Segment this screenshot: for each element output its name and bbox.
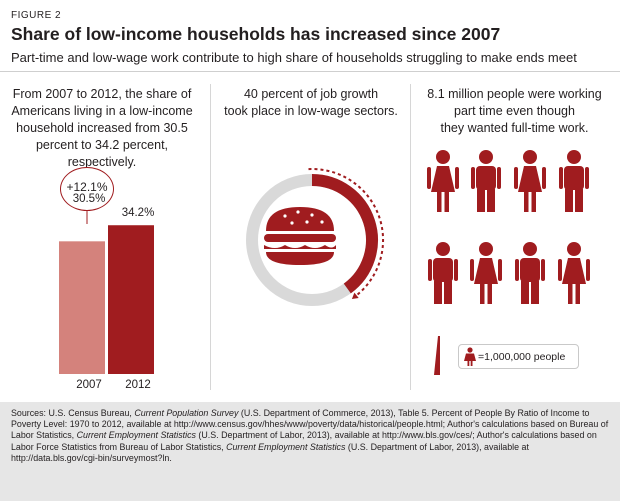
woman-icon	[470, 242, 502, 304]
woman-icon	[427, 150, 459, 212]
panel-divider-1	[210, 84, 211, 390]
hamburger-icon	[264, 207, 336, 265]
sources-italic: Current Employment Statistics	[76, 430, 196, 441]
sources-italic: Current Employment Statistics	[226, 441, 346, 452]
figure-label: FIGURE 2	[11, 10, 62, 21]
header-divider	[0, 71, 620, 72]
chart-title: Share of low-income households has incre…	[11, 24, 501, 44]
panel1-text-line: Americans living in a low-income	[11, 104, 193, 118]
panel2-text-line: 40 percent of job growth	[243, 87, 379, 101]
panel3-text-line: part time even though	[454, 104, 575, 118]
bar-category-2012: 2012	[125, 379, 151, 391]
panel3-text-line: 8.1 million people were working	[427, 87, 602, 101]
sources-text: (U.S. Department of Commerce, 2013), Tab…	[11, 408, 609, 441]
change-circle	[60, 167, 114, 211]
legend-label: =1,000,000 people	[478, 351, 566, 363]
panel2-text-line: took place in low-wage sectors.	[224, 104, 398, 118]
panel-divider-2	[410, 84, 411, 390]
sources-italic: Current Population Survey	[134, 408, 239, 418]
man-icon	[515, 242, 545, 304]
man-icon	[471, 150, 501, 212]
partial-person-icon	[434, 336, 440, 375]
man-icon	[428, 242, 458, 304]
man-icon	[559, 150, 589, 212]
panel1-text-line: percent to 34.2 percent, respectively.	[35, 138, 169, 169]
sources-text: (U.S. Department of Labor, 2013), availa…	[11, 430, 597, 452]
bar-category-2007: 2007	[76, 379, 102, 391]
bar-2012	[108, 225, 154, 374]
change-label: +12.1%	[66, 180, 108, 194]
sources-note: Sources: U.S. Census Bureau, Current Pop…	[11, 408, 611, 464]
arrowhead-icon	[351, 292, 359, 299]
woman-icon	[514, 150, 546, 212]
person-legend-icon	[464, 347, 476, 366]
bar-value-label-2007: 30.5%	[72, 193, 106, 205]
panel3-text: 8.1 million people were working part tim…	[412, 86, 617, 137]
panel1-text: From 2007 to 2012, the share of American…	[6, 86, 198, 171]
ring-chart	[246, 168, 385, 306]
bar-2007	[59, 241, 105, 374]
bar-chart	[59, 211, 154, 374]
panel3-text-line: they wanted full-time work.	[440, 121, 589, 135]
legend-box	[458, 344, 579, 369]
panel1-text-line: household increased from 30.5	[16, 121, 188, 135]
ring-slice-40	[311, 174, 378, 294]
panel1-text-line: From 2007 to 2012, the share of	[12, 87, 192, 101]
woman-icon	[558, 242, 590, 304]
sources-text: Sources: U.S. Census Bureau,	[11, 408, 135, 418]
sources-text: (U.S. Department of Labor, 2013), availa…	[11, 441, 529, 463]
pictograph	[427, 150, 590, 375]
footer	[0, 402, 620, 501]
ring-dashed-arrow	[308, 168, 385, 297]
chart-subtitle: Part-time and low-wage work contribute t…	[11, 50, 577, 65]
bar-value-label-2012: 34.2%	[121, 207, 155, 219]
panel2-text: 40 percent of job growth took place in l…	[212, 86, 410, 120]
